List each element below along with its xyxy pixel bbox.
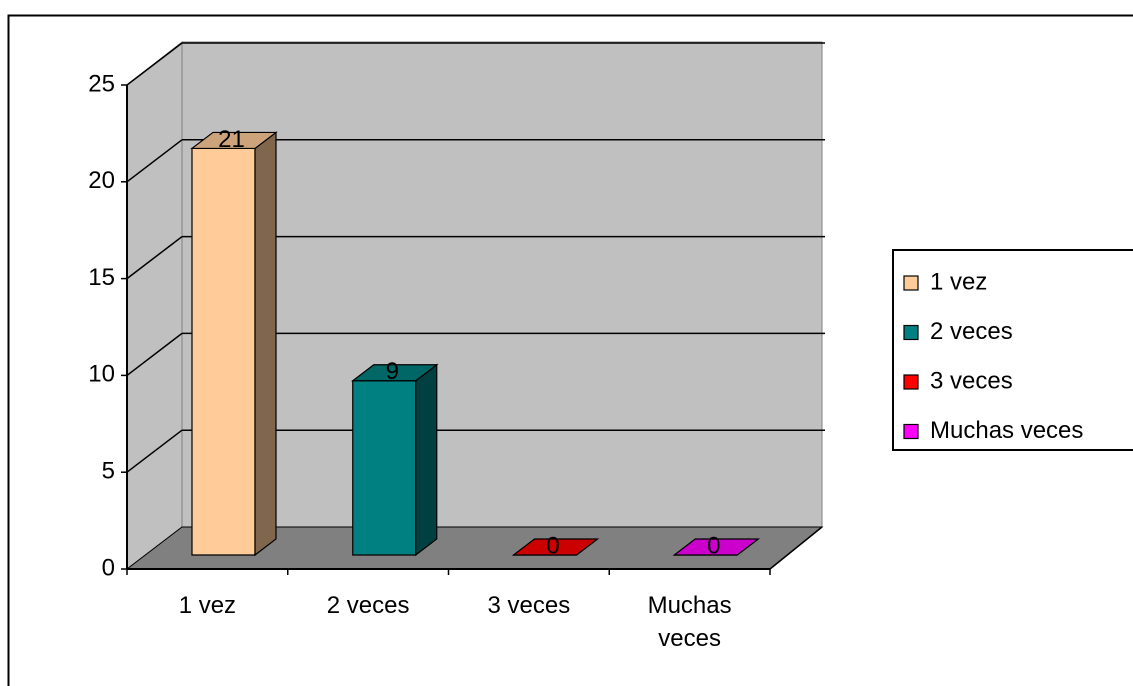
x-tick-label: 1 vez — [178, 592, 237, 619]
y-tick-label: 10 — [88, 361, 115, 388]
legend-label: 1 vez — [930, 268, 987, 295]
data-label: 21 — [218, 126, 245, 153]
legend-swatch — [903, 324, 919, 341]
data-label: 0 — [546, 532, 559, 559]
bar — [511, 538, 600, 556]
y-tick-label: 25 — [88, 70, 115, 97]
floor-edge — [769, 526, 823, 570]
y-tick-label: 0 — [102, 554, 115, 581]
legend — [892, 249, 1133, 451]
bar-side — [254, 131, 277, 557]
bar-top — [672, 538, 761, 556]
bar — [350, 363, 439, 557]
legend-label: 3 veces — [930, 367, 1013, 394]
legend-swatch — [903, 423, 919, 440]
grid-line-side — [126, 236, 183, 280]
x-tick-label: Muchas veces — [647, 592, 732, 652]
legend-label: Muchas veces — [930, 417, 1083, 444]
grid-line-side — [126, 429, 183, 473]
y-tick-label: 20 — [88, 167, 115, 194]
legend-swatch — [903, 374, 919, 390]
x-tick-label: 3 veces — [487, 592, 571, 619]
bar-top — [511, 538, 600, 556]
bar-top — [350, 364, 439, 382]
legend-swatch — [903, 275, 919, 291]
x-tick-label: 2 veces — [326, 592, 410, 619]
bar-front — [352, 380, 417, 556]
bar — [190, 131, 278, 557]
data-label: 0 — [707, 532, 720, 559]
grid-line-side — [126, 42, 183, 86]
back-wall — [181, 41, 823, 528]
grid-line-side — [126, 139, 183, 183]
y-tick-label: 15 — [88, 264, 115, 291]
grid-line-side — [126, 332, 183, 376]
y-tick-label: 5 — [102, 458, 115, 485]
bar-front — [191, 147, 256, 556]
bar — [672, 538, 761, 556]
side-wall — [126, 40, 183, 571]
legend-label: 2 veces — [930, 318, 1013, 345]
bar-side — [415, 363, 438, 557]
data-label: 9 — [386, 358, 399, 385]
bar-top — [190, 131, 278, 150]
